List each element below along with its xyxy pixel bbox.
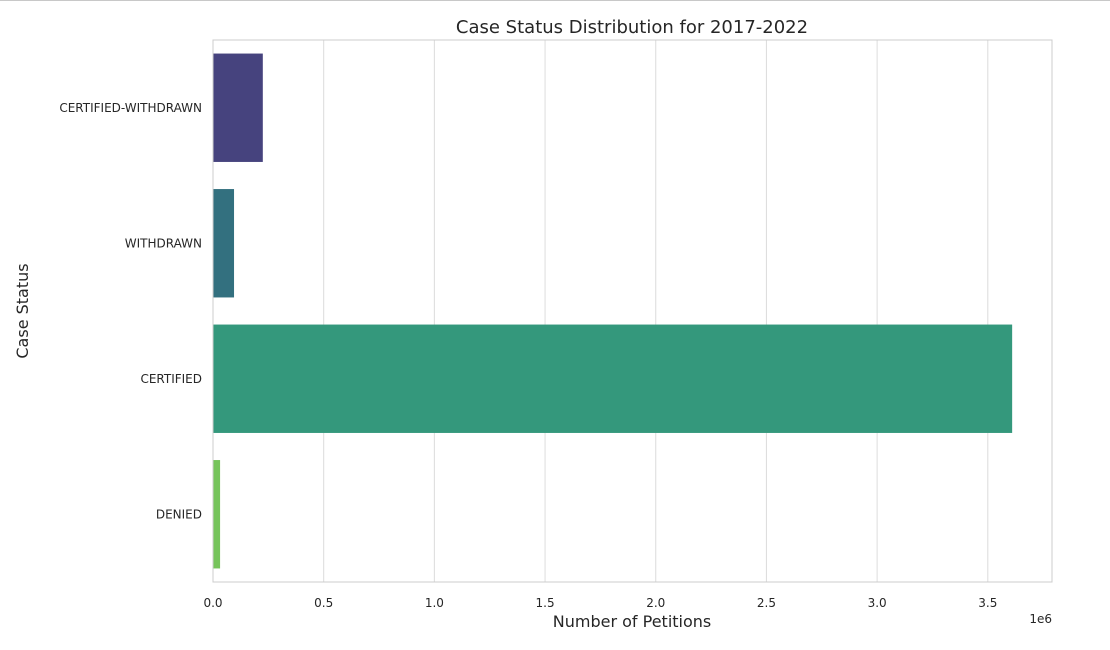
y-axis-label: Case Status: [13, 263, 32, 358]
bar: [213, 189, 235, 298]
bar: [213, 53, 263, 162]
bar: [213, 460, 221, 569]
bars: [213, 53, 1013, 569]
y-tick-labels: CERTIFIED-WITHDRAWN WITHDRAWN CERTIFIED DEN…: [59, 101, 202, 522]
x-tick-label: 1.5: [536, 596, 555, 610]
x-tick-labels: 0.0 0.5 1.0 1.5 2.0 2.5 3.0 3.5: [203, 596, 997, 610]
x-tick-label: 0.5: [314, 596, 333, 610]
x-tick-label: 2.0: [646, 596, 665, 610]
y-tick-label: DENIED: [156, 507, 202, 521]
x-axis-label: Number of Petitions: [553, 612, 712, 631]
x-offset-label: 1e6: [1029, 612, 1052, 626]
x-tick-label: 0.0: [203, 596, 222, 610]
y-tick-label: CERTIFIED: [140, 372, 202, 386]
x-tick-label: 3.5: [978, 596, 997, 610]
y-tick-label: WITHDRAWN: [125, 236, 202, 250]
x-tick-label: 1.0: [425, 596, 444, 610]
x-tick-label: 2.5: [757, 596, 776, 610]
grid-lines: [323, 40, 989, 582]
top-border: [0, 0, 1110, 1]
bar: [213, 324, 1013, 433]
y-tick-label: CERTIFIED-WITHDRAWN: [59, 101, 202, 115]
chart-title: Case Status Distribution for 2017-2022: [456, 17, 808, 38]
plot-frame: [212, 39, 1053, 583]
x-tick-label: 3.0: [868, 596, 887, 610]
